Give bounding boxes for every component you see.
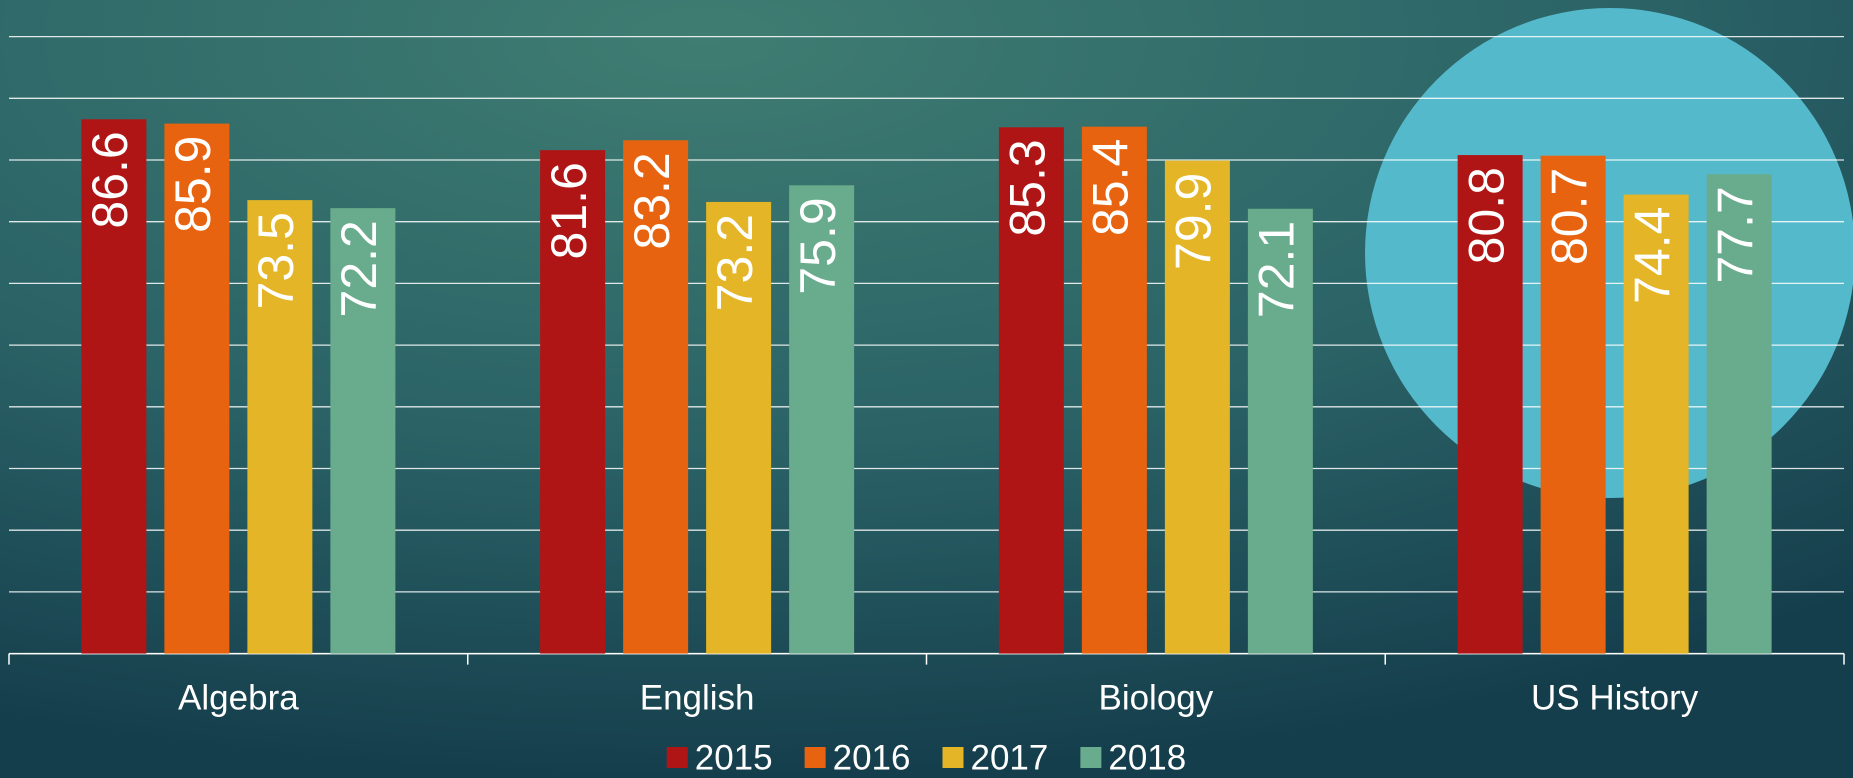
data-label: 72.2 (331, 220, 387, 317)
data-label: 74.4 (1624, 207, 1680, 304)
data-label: 85.4 (1083, 139, 1139, 236)
legend-label: 2018 (1108, 738, 1186, 777)
bar (706, 201, 772, 654)
legend-swatch (666, 747, 688, 768)
data-label: 73.2 (707, 214, 763, 311)
legend: 2015 2016 2017 2018 (666, 738, 1186, 777)
data-label: 81.6 (541, 162, 597, 259)
legend-swatch (1080, 747, 1102, 768)
legend-label: 2016 (833, 738, 911, 777)
bar (1540, 155, 1606, 654)
bar (789, 185, 855, 654)
bar (81, 119, 147, 654)
legend-label: 2017 (971, 738, 1049, 777)
bar (164, 123, 230, 654)
data-label: 75.9 (790, 197, 846, 294)
x-tick-label: Biology (1098, 678, 1213, 717)
bar (1706, 174, 1772, 654)
x-tick-label: English (640, 678, 755, 717)
data-label: 73.5 (248, 212, 304, 309)
legend-label: 2015 (695, 738, 773, 777)
data-label: 86.6 (82, 131, 138, 228)
bar (1081, 126, 1147, 654)
data-label: 80.8 (1458, 167, 1514, 264)
legend-swatch (804, 747, 826, 768)
data-label: 77.7 (1707, 186, 1763, 283)
bar (330, 208, 396, 654)
legend-swatch (942, 747, 964, 768)
data-label: 79.9 (1166, 173, 1222, 270)
bar (623, 140, 689, 654)
bar (540, 150, 606, 654)
x-tick-label: Algebra (178, 678, 299, 717)
bar (1247, 208, 1313, 654)
bar (998, 127, 1064, 654)
bar (1457, 155, 1523, 654)
data-label: 85.9 (165, 136, 221, 233)
bar (1164, 160, 1230, 654)
data-label: 80.7 (1541, 168, 1597, 265)
data-label: 85.3 (1000, 139, 1056, 236)
bar (1623, 194, 1689, 654)
data-label: 72.1 (1249, 221, 1305, 318)
decor-circle (1365, 8, 1853, 498)
x-tick-label: US History (1531, 678, 1699, 717)
bar (247, 200, 313, 654)
data-label: 83.2 (624, 152, 680, 249)
